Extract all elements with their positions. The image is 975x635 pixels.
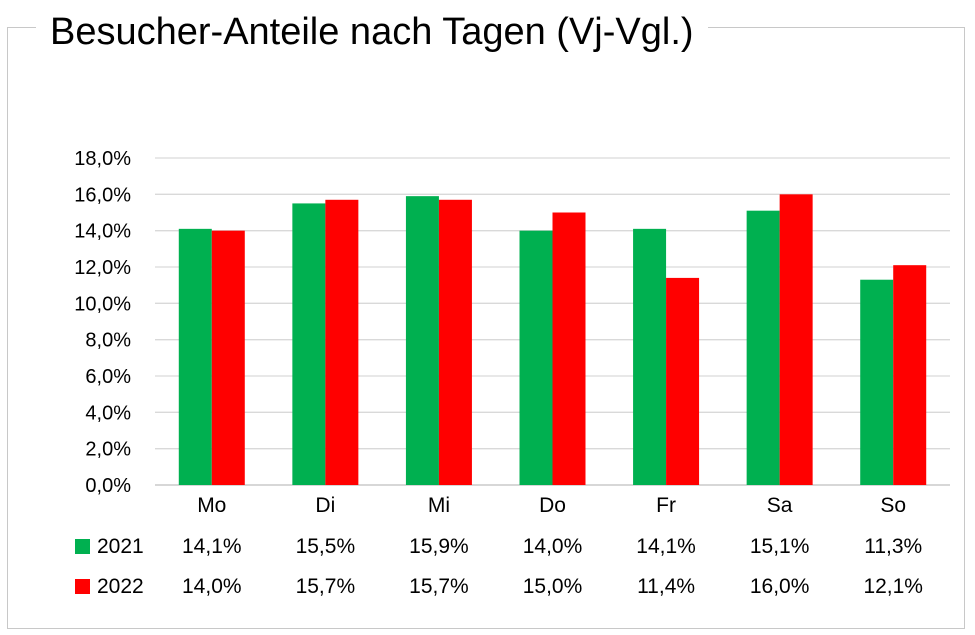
x-axis-category-labels: Mo Di Mi Do Fr Sa So xyxy=(197,494,906,517)
y-tick-label: 14,0% xyxy=(74,221,131,243)
table-cell: 15,5% xyxy=(296,535,356,558)
category-label: Mo xyxy=(197,494,226,517)
bar-2021-Fr xyxy=(633,228,667,485)
bars xyxy=(178,194,927,486)
table-cell: 14,0% xyxy=(523,535,583,558)
table-cell: 16,0% xyxy=(750,575,810,598)
table-cell: 11,4% xyxy=(637,575,695,598)
y-tick-label: 2,0% xyxy=(85,439,131,461)
y-tick-label: 16,0% xyxy=(74,184,131,206)
bar-2022-Fr xyxy=(666,277,700,485)
y-tick-label: 6,0% xyxy=(85,366,131,388)
data-table: 2021 14,1% 15,5% 15,9% 14,0% 14,1% 15,1% 11,3% 2… xyxy=(75,535,923,598)
bar-2021-Mi xyxy=(405,196,439,485)
table-cell: 15,1% xyxy=(750,535,810,558)
bar-2021-So xyxy=(860,279,894,485)
category-label: Mi xyxy=(428,494,450,517)
y-tick-label: 4,0% xyxy=(85,402,131,424)
table-cell: 14,0% xyxy=(182,575,242,598)
category-label: Di xyxy=(315,494,335,517)
y-tick-label: 8,0% xyxy=(85,330,131,352)
category-label: Do xyxy=(539,494,566,517)
legend-label-2022: 2022 xyxy=(97,575,144,598)
table-cell: 15,7% xyxy=(409,575,469,598)
bar-2021-Di xyxy=(292,203,326,485)
bar-2022-Do xyxy=(552,212,586,485)
y-tick-label: 10,0% xyxy=(74,293,131,315)
bar-2022-Sa xyxy=(779,194,813,486)
bar-2021-Sa xyxy=(746,210,780,485)
y-tick-label: 12,0% xyxy=(74,257,131,279)
chart-title-box: Besucher-Anteile nach Tagen (Vj-Vgl.) xyxy=(36,8,708,53)
category-label: Sa xyxy=(767,494,793,517)
table-cell: 14,1% xyxy=(636,535,696,558)
y-tick-label: 18,0% xyxy=(74,148,131,170)
legend-key-2021 xyxy=(75,539,90,554)
table-cell: 14,1% xyxy=(182,535,242,558)
bar-2021-Mo xyxy=(178,228,212,485)
table-cell: 15,0% xyxy=(523,575,583,598)
category-label: Fr xyxy=(656,494,676,517)
legend-label-2021: 2021 xyxy=(97,535,144,558)
bar-2021-Do xyxy=(519,230,553,485)
category-label: So xyxy=(880,494,906,517)
bar-2022-So xyxy=(893,265,927,485)
bar-2022-Mo xyxy=(211,230,245,485)
legend-key-2022 xyxy=(75,579,90,594)
table-cell: 15,7% xyxy=(296,575,356,598)
bar-2022-Mi xyxy=(438,199,472,486)
table-cell: 12,1% xyxy=(863,575,923,598)
table-cell: 15,9% xyxy=(409,535,469,558)
y-tick-label: 0,0% xyxy=(85,475,131,497)
table-cell: 11,3% xyxy=(864,535,922,558)
chart-title: Besucher-Anteile nach Tagen (Vj-Vgl.) xyxy=(50,11,694,53)
y-axis-tick-labels: 0,0% 2,0% 4,0% 6,0% 8,0% 10,0% 12,0% 14,0% 16,0%… xyxy=(74,148,131,497)
bar-2022-Di xyxy=(325,199,359,486)
